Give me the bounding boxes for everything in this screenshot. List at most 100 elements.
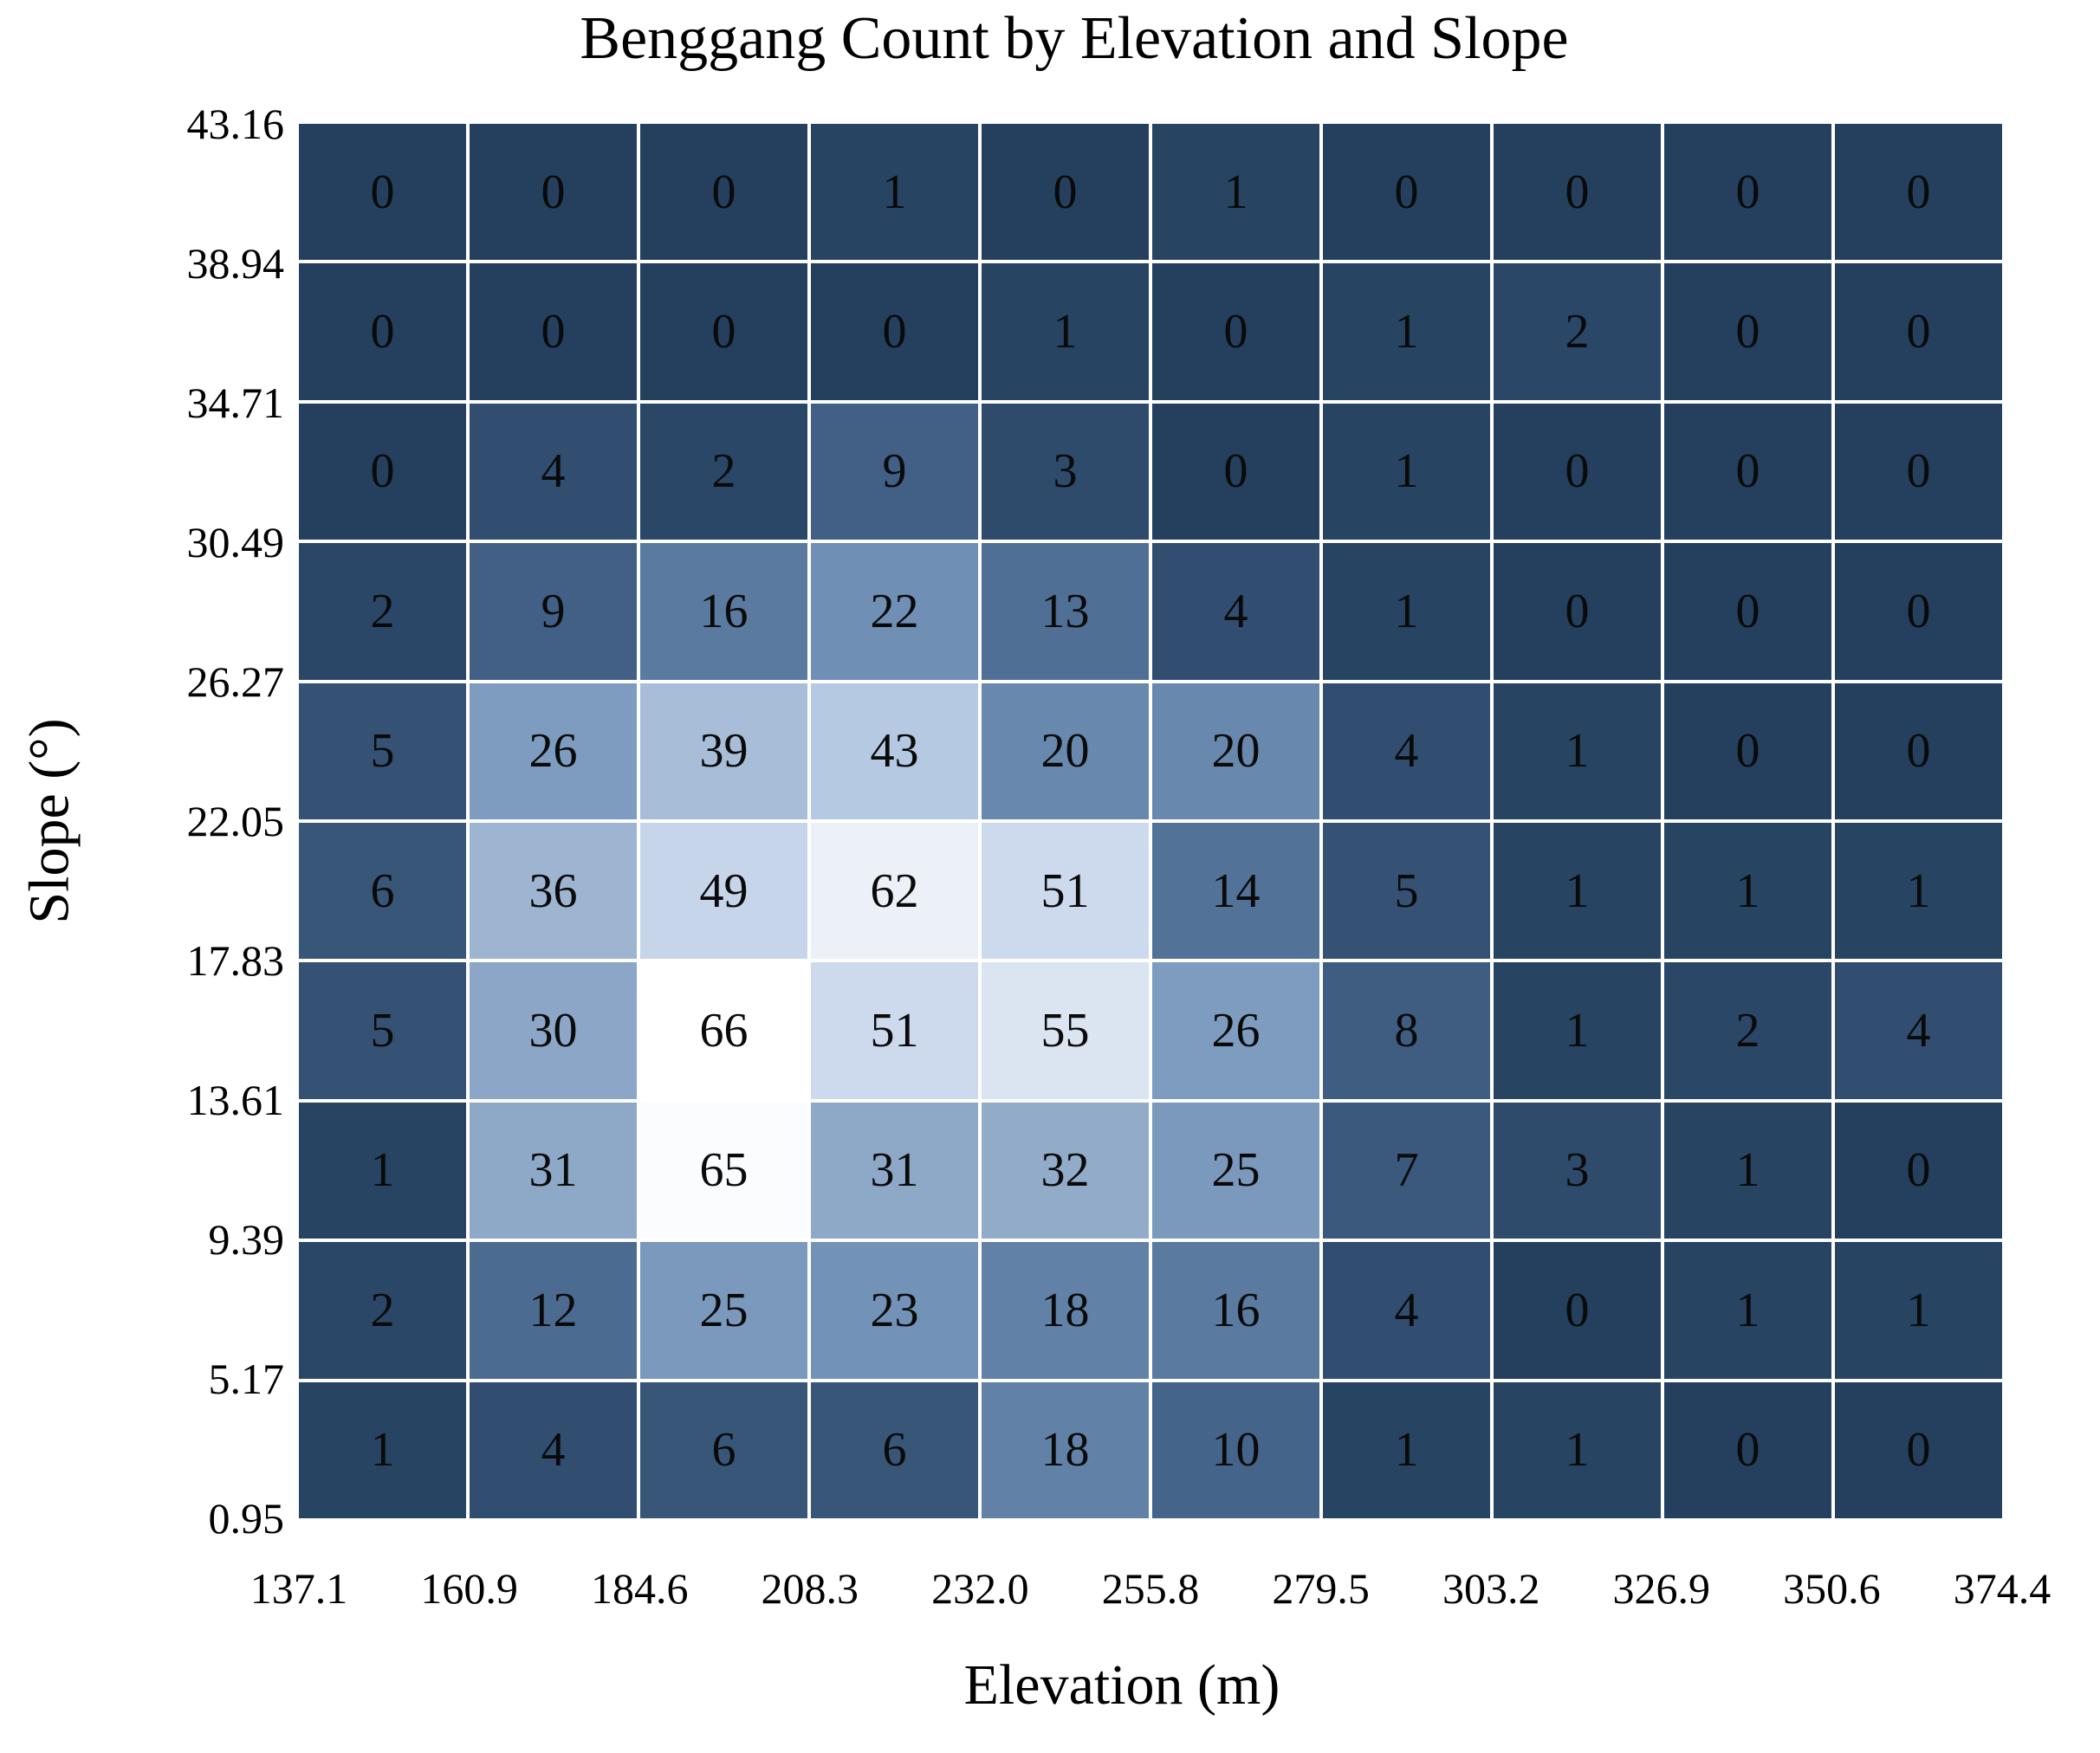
heatmap-cell: 1 [1494,1381,1661,1518]
heatmap-cell: 0 [811,263,978,400]
heatmap-cell: 20 [1152,682,1319,819]
heatmap-cell: 62 [811,822,978,960]
heatmap-cell: 16 [1152,1242,1319,1379]
heatmap-cell: 66 [640,962,807,1099]
heatmap-cell: 1 [1152,124,1319,261]
heatmap-cell: 13 [982,543,1149,680]
heatmap-cell: 0 [1664,543,1831,680]
x-tick-label: 326.9 [1612,1564,1711,1613]
heatmap-cell: 2 [299,543,466,680]
heatmap-cell: 4 [470,403,637,540]
heatmap-cell: 49 [640,822,807,960]
heatmap-cell: 31 [811,1102,978,1239]
x-tick-label: 137.1 [250,1564,348,1613]
heatmap-cell: 0 [1494,403,1661,540]
heatmap-cell: 1 [1323,263,1490,400]
heatmap-cell: 0 [470,263,637,400]
heatmap-cell: 0 [1835,124,2002,261]
heatmap-cell: 0 [1494,124,1661,261]
heatmap-cell: 0 [1835,543,2002,680]
heatmap-cell: 2 [640,403,807,540]
heatmap-cell: 0 [1664,1381,1831,1518]
heatmap-cell: 0 [299,124,466,261]
heatmap-cell: 9 [470,543,637,680]
y-tick-label: 34.71 [186,378,285,427]
heatmap-cell: 0 [1494,1242,1661,1379]
heatmap-cell: 1 [299,1102,466,1239]
heatmap-cell: 26 [1152,962,1319,1099]
heatmap-cell: 26 [470,682,637,819]
heatmap-cell: 1 [1664,822,1831,960]
y-tick-label: 43.16 [186,100,285,148]
heatmap-cell: 6 [299,822,466,960]
heatmap-cell: 65 [640,1102,807,1239]
heatmap-cell: 0 [640,124,807,261]
x-tick-label: 350.6 [1783,1564,1881,1613]
y-tick-label: 5.17 [208,1355,285,1403]
heatmap-cell: 10 [1152,1381,1319,1518]
x-tick-label: 255.8 [1101,1564,1200,1613]
heatmap-cell: 1 [1835,822,2002,960]
heatmap-cell: 4 [1152,543,1319,680]
heatmap-cell: 5 [1323,822,1490,960]
x-axis-label: Elevation (m) [963,1653,1280,1717]
heatmap-cell: 1 [811,124,978,261]
heatmap-cell: 0 [299,263,466,400]
y-tick-label: 26.27 [186,657,285,706]
heatmap-cell: 6 [811,1381,978,1518]
x-tick-label: 374.4 [1953,1564,2051,1613]
heatmap-cell: 0 [299,403,466,540]
heatmap-cell: 2 [1494,263,1661,400]
heatmap-cell: 5 [299,682,466,819]
heatmap-cell: 20 [982,682,1149,819]
heatmap-cell: 0 [1664,682,1831,819]
heatmap-cell: 51 [982,822,1149,960]
x-tick-label: 232.0 [931,1564,1029,1613]
heatmap-cell: 23 [811,1242,978,1379]
heatmap-cell: 2 [299,1242,466,1379]
y-tick-label: 9.39 [208,1215,285,1264]
heatmap-cell: 18 [982,1242,1149,1379]
heatmap-cell: 1 [982,263,1149,400]
heatmap-cell: 1 [1835,1242,2002,1379]
heatmap-cell: 39 [640,682,807,819]
heatmap-cell: 0 [1835,403,2002,540]
heatmap-cell: 0 [1835,1381,2002,1518]
heatmap-cell: 3 [982,403,1149,540]
y-tick-label: 17.83 [186,936,285,985]
heatmap-cell: 0 [1323,124,1490,261]
heatmap-cell: 0 [470,124,637,261]
heatmap-cell: 0 [1152,403,1319,540]
heatmap-cell: 16 [640,543,807,680]
heatmap-cell: 1 [1494,682,1661,819]
x-tick-label: 303.2 [1442,1564,1540,1613]
heatmap-cell: 1 [1494,822,1661,960]
heatmap-cell: 1 [1664,1102,1831,1239]
x-tick-label: 208.3 [761,1564,859,1613]
y-tick-label: 13.61 [186,1076,285,1124]
heatmap-cell: 0 [1835,1102,2002,1239]
heatmap-cell: 32 [982,1102,1149,1239]
heatmap-cell: 6 [640,1381,807,1518]
x-tick-label: 160.9 [420,1564,518,1613]
heatmap-cell: 1 [1494,962,1661,1099]
heatmap-cell: 0 [1835,263,2002,400]
heatmap-cell: 55 [982,962,1149,1099]
heatmap-cell: 0 [1494,543,1661,680]
heatmap-cell: 7 [1323,1102,1490,1239]
heatmap-cell: 0 [1152,263,1319,400]
heatmap-cell: 4 [470,1381,637,1518]
heatmap-cell: 0 [1664,124,1831,261]
heatmap-cell: 1 [1323,1381,1490,1518]
y-tick-label: 22.05 [186,797,285,845]
heatmap-cell: 0 [1835,682,2002,819]
y-tick-label: 30.49 [186,518,285,566]
heatmap-cell: 18 [982,1381,1149,1518]
heatmap-cell: 5 [299,962,466,1099]
y-tick-label: 38.94 [186,239,285,288]
heatmap-cell: 4 [1323,682,1490,819]
y-tick-label: 0.95 [208,1494,285,1543]
heatmap-cell: 4 [1323,1242,1490,1379]
heatmap-cell: 36 [470,822,637,960]
